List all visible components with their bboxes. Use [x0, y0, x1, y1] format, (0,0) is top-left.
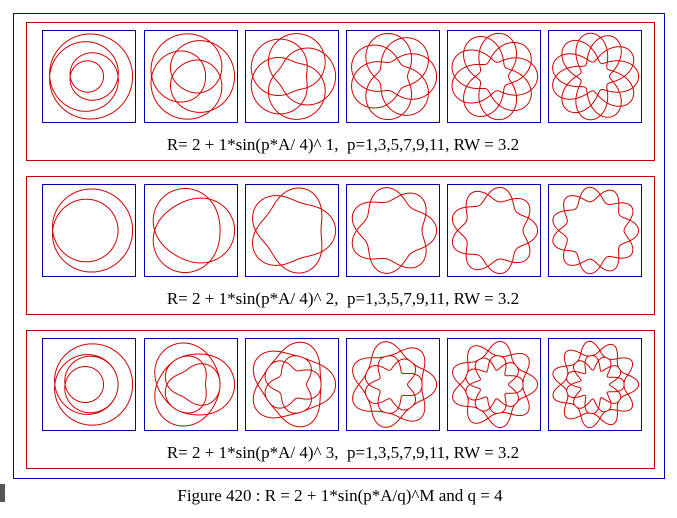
curve	[552, 340, 640, 429]
curve	[54, 343, 134, 426]
plot-box	[447, 338, 541, 431]
curve	[452, 340, 539, 429]
curve	[451, 186, 539, 275]
plot-box	[245, 184, 339, 277]
curve	[51, 188, 134, 273]
plot-box	[42, 30, 136, 123]
plot-box	[346, 184, 440, 277]
panel-frame	[26, 330, 655, 469]
plot-box	[548, 184, 642, 277]
plot-box	[447, 184, 541, 277]
plot-box	[245, 30, 339, 123]
panel-frame	[26, 22, 655, 161]
panel-caption: R= 2 + 1*sin(p*A/ 4)^ 1, p=1,3,5,7,9,11,…	[167, 135, 519, 154]
curve	[351, 32, 438, 121]
plot-box	[144, 338, 238, 431]
curve	[152, 187, 236, 274]
plot-box	[42, 184, 136, 277]
curve	[552, 186, 640, 275]
plot-box	[144, 184, 238, 277]
curve	[451, 32, 539, 121]
plot-box	[548, 338, 642, 431]
panel-caption: R= 2 + 1*sin(p*A/ 4)^ 3, p=1,3,5,7,9,11,…	[167, 443, 519, 462]
edge-mark	[0, 484, 5, 502]
plot-box	[144, 30, 238, 123]
curve	[252, 187, 337, 274]
plot-box	[245, 338, 339, 431]
plot-box	[42, 338, 136, 431]
plot-box	[548, 30, 642, 123]
curve	[552, 32, 640, 121]
panel-caption: R= 2 + 1*sin(p*A/ 4)^ 2, p=1,3,5,7,9,11,…	[167, 289, 519, 308]
curve	[351, 187, 438, 274]
outer-frame	[13, 13, 665, 479]
curve	[252, 341, 337, 428]
curve	[352, 341, 438, 428]
curve	[150, 33, 236, 120]
plot-box	[447, 30, 541, 123]
plot-box	[346, 30, 440, 123]
curve	[250, 33, 337, 120]
curve	[49, 33, 134, 120]
panel-frame	[26, 176, 655, 315]
curve	[154, 342, 236, 427]
plot-box	[346, 338, 440, 431]
figure-caption: Figure 420 : R = 2 + 1*sin(p*A/q)^M and …	[177, 486, 503, 505]
